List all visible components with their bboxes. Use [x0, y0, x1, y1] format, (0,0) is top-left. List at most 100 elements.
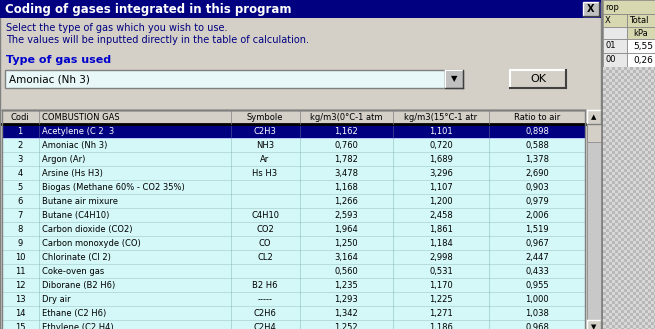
Bar — [624, 145, 627, 148]
Bar — [609, 166, 612, 169]
Bar — [606, 184, 609, 187]
Bar — [630, 277, 633, 280]
Bar — [621, 115, 624, 118]
Bar — [639, 289, 642, 292]
Bar — [627, 193, 630, 196]
Bar — [609, 79, 612, 82]
Text: CO2: CO2 — [256, 225, 274, 234]
Text: 2,447: 2,447 — [525, 253, 549, 262]
Bar — [648, 316, 651, 319]
Bar — [639, 73, 642, 76]
Text: 2,690: 2,690 — [525, 169, 549, 178]
Bar — [630, 241, 633, 244]
Bar — [654, 226, 655, 229]
Bar — [615, 169, 618, 172]
Bar — [606, 256, 609, 259]
Bar — [615, 157, 618, 160]
Bar — [603, 76, 606, 79]
Bar — [618, 160, 621, 163]
Bar — [654, 166, 655, 169]
Bar — [606, 67, 609, 70]
Bar — [627, 91, 630, 94]
Bar — [636, 328, 639, 329]
Bar — [603, 265, 606, 268]
Bar — [603, 307, 606, 310]
Bar — [633, 154, 636, 157]
Bar — [612, 127, 615, 130]
Bar — [645, 106, 648, 109]
Text: 0,898: 0,898 — [525, 127, 549, 136]
Bar — [2, 166, 585, 180]
Text: 00: 00 — [605, 56, 616, 64]
Bar — [612, 175, 615, 178]
Bar — [645, 85, 648, 88]
Text: 11: 11 — [15, 267, 26, 276]
Bar — [612, 166, 615, 169]
Bar — [630, 265, 633, 268]
Bar — [615, 268, 618, 271]
Bar — [630, 223, 633, 226]
Bar — [651, 106, 654, 109]
Bar — [618, 280, 621, 283]
Bar — [636, 151, 639, 154]
Text: 14: 14 — [15, 309, 26, 318]
Bar — [615, 139, 618, 142]
Bar — [603, 259, 606, 262]
Bar — [654, 184, 655, 187]
Bar — [654, 106, 655, 109]
Bar — [621, 310, 624, 313]
Bar — [639, 229, 642, 232]
Bar — [624, 187, 627, 190]
Bar — [606, 139, 609, 142]
Bar — [615, 136, 618, 139]
Bar — [636, 190, 639, 193]
Bar — [633, 316, 636, 319]
Bar — [636, 106, 639, 109]
Bar — [654, 196, 655, 199]
Bar — [648, 85, 651, 88]
Bar — [648, 229, 651, 232]
Bar — [648, 328, 651, 329]
Bar — [627, 286, 630, 289]
Bar — [612, 130, 615, 133]
Bar — [639, 247, 642, 250]
Bar — [618, 289, 621, 292]
Bar — [603, 319, 606, 322]
Bar — [630, 82, 633, 85]
Bar — [636, 211, 639, 214]
Bar — [633, 229, 636, 232]
Bar — [654, 118, 655, 121]
Bar — [645, 157, 648, 160]
Bar — [612, 244, 615, 247]
Bar — [621, 160, 624, 163]
Bar — [633, 259, 636, 262]
Bar — [603, 163, 606, 166]
Bar — [651, 328, 654, 329]
Text: Ethylene (C2 H4): Ethylene (C2 H4) — [42, 323, 113, 329]
Bar — [648, 253, 651, 256]
Bar — [618, 133, 621, 136]
Bar — [630, 259, 633, 262]
Bar — [651, 241, 654, 244]
Bar — [654, 259, 655, 262]
Bar — [636, 259, 639, 262]
Bar — [606, 208, 609, 211]
Bar — [618, 277, 621, 280]
Bar — [609, 241, 612, 244]
Bar — [603, 39, 627, 53]
Bar — [627, 82, 630, 85]
Bar — [645, 91, 648, 94]
Bar — [627, 127, 630, 130]
Text: 1,235: 1,235 — [334, 281, 358, 290]
Bar — [642, 145, 645, 148]
Bar — [633, 91, 636, 94]
Bar — [606, 103, 609, 106]
Bar — [603, 253, 606, 256]
Bar — [630, 154, 633, 157]
Bar — [654, 136, 655, 139]
Bar — [654, 283, 655, 286]
Bar — [621, 274, 624, 277]
Bar — [648, 235, 651, 238]
Bar — [648, 145, 651, 148]
Bar — [642, 193, 645, 196]
